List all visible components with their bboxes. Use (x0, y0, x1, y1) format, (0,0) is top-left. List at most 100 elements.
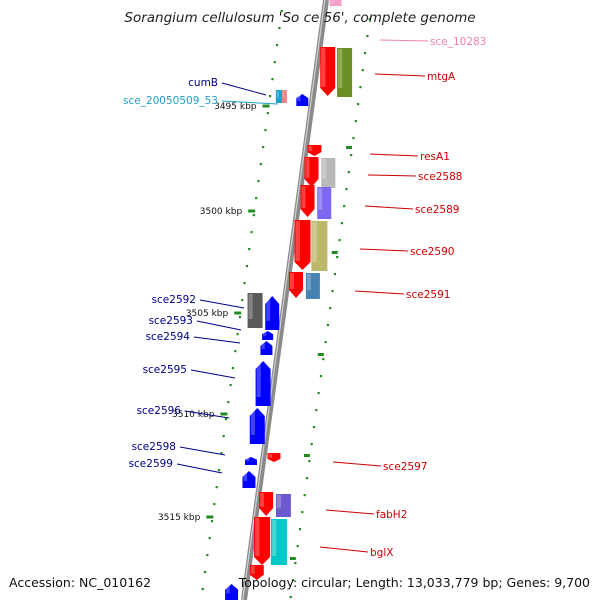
minor-tick (310, 443, 313, 446)
connector-line (374, 73, 426, 77)
minor-tick (296, 545, 299, 548)
gene-mtgA (320, 47, 336, 96)
gene-sce_10283 (329, 0, 342, 6)
minor-tick (208, 537, 211, 540)
gene-highlight (263, 332, 267, 336)
minor-tick (301, 511, 304, 514)
gene-highlight (248, 294, 253, 319)
gene-sce2596 (249, 408, 265, 444)
major-tick (262, 104, 270, 108)
gene-highlight (305, 158, 310, 178)
gene-highlight (243, 472, 248, 482)
gene-highlight (261, 342, 265, 350)
minor-tick (273, 61, 276, 64)
minor-tick (336, 256, 339, 259)
label-connectors (176, 39, 429, 553)
minor-tick (324, 341, 327, 344)
gene-highlight (308, 146, 313, 152)
gene-sce2588 (304, 157, 319, 187)
major-tick (346, 146, 353, 149)
minor-tick (271, 78, 274, 81)
gene-sce2590 (294, 220, 311, 270)
gene-sce2595 (255, 361, 271, 406)
genome-backbone (241, 0, 329, 600)
connector-line (325, 509, 375, 515)
connector-line (221, 100, 279, 105)
gene-sce2589-cds (317, 187, 332, 219)
scale-label: 3500 kbp (200, 207, 243, 217)
gene-highlight (306, 274, 311, 290)
minor-tick (357, 103, 360, 106)
minor-tick (278, 27, 281, 30)
major-tick (234, 311, 242, 315)
label-fabH2: fabH2 (376, 509, 407, 521)
minor-tick (262, 146, 265, 149)
gene-bglX-cds (270, 519, 287, 565)
gene-fabH2-cds (275, 494, 291, 517)
major-tick (248, 209, 256, 213)
label-sce2588: sce2588 (418, 171, 462, 183)
gene-bglX (254, 517, 271, 565)
gene-highlight (321, 48, 326, 87)
connector-line (379, 39, 429, 42)
gene-highlight (266, 297, 271, 321)
minor-tick (345, 188, 348, 191)
gene-highlight (301, 186, 306, 208)
genome-backbone-highlight (242, 0, 326, 600)
connector-line (221, 82, 267, 96)
minor-tick (252, 214, 255, 217)
major-tick (331, 251, 338, 254)
minor-tick (280, 10, 283, 13)
label-sce2590: sce2590 (410, 246, 454, 258)
minor-tick (266, 112, 269, 115)
minor-tick (366, 35, 369, 38)
gene-cumB (281, 90, 287, 103)
gene-highlight (271, 520, 277, 556)
minor-tick (333, 273, 336, 276)
gene-sce2598 (244, 457, 257, 465)
gene-sce2591 (289, 272, 304, 298)
minor-tick (308, 460, 311, 463)
minor-tick (217, 469, 221, 472)
minor-tick (241, 299, 244, 302)
gene-highlight (255, 518, 260, 556)
minor-tick (317, 392, 320, 395)
gene-highlight (226, 585, 230, 594)
minor-tick (359, 86, 362, 89)
map-title: Sorangium cellulosum 'So ce 56', complet… (124, 10, 476, 26)
gene-sce2594 (260, 341, 273, 355)
gene-highlight (256, 362, 261, 397)
label-cumB: cumB (188, 77, 218, 89)
minor-tick (331, 290, 334, 293)
minor-tick (231, 367, 235, 370)
minor-tick (303, 494, 306, 497)
gene-sce2589 (300, 185, 315, 217)
minor-tick (312, 426, 316, 429)
gene-highlight (250, 409, 255, 435)
label-sce2591: sce2591 (406, 289, 450, 301)
minor-tick (248, 248, 251, 251)
minor-tick (340, 222, 343, 225)
gene-sce2592 (247, 293, 263, 328)
minor-tick (264, 129, 267, 132)
label-bglX: bglX (370, 547, 393, 559)
gene-highlight (276, 495, 282, 508)
label-sce_20050509_53: sce_20050509_53 (123, 95, 218, 107)
minor-tick (243, 282, 246, 285)
scale-label: 3505 kbp (186, 309, 229, 319)
label-sce2598: sce2598 (132, 441, 176, 453)
label-sce_10283: sce_10283 (430, 36, 486, 48)
label-sce2594: sce2594 (146, 331, 191, 343)
minor-tick (201, 588, 204, 591)
minor-tick (343, 205, 346, 208)
gene-sce2597 (267, 453, 281, 462)
label-sce2593: sce2593 (149, 315, 193, 327)
connector-line (196, 320, 242, 331)
minor-tick (245, 265, 248, 268)
tick-marks: 3495 kbp 3500 kbp 3505 kbp 3510 kbp 3515 kbp (158, 10, 371, 599)
connector-line (176, 463, 223, 474)
label-sce2595: sce2595 (143, 364, 187, 376)
gene-highlight (338, 49, 343, 88)
